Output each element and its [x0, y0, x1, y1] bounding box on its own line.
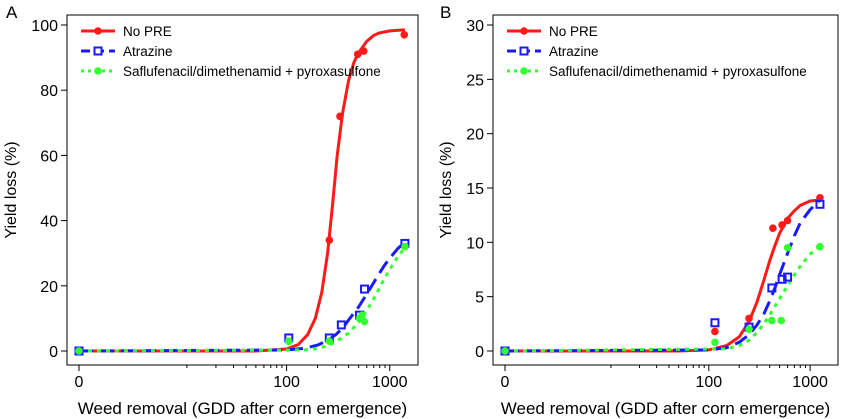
series-line-1 [504, 198, 822, 353]
data-point [359, 47, 368, 55]
legend-marker-0 [520, 27, 528, 35]
y-tick-label: 20 [40, 279, 58, 296]
legend-label-1: Atrazine [549, 44, 599, 59]
y-tick-label: 0 [49, 344, 58, 361]
data-point [353, 50, 362, 59]
data-point [783, 272, 793, 282]
y-tick-label: 30 [466, 18, 484, 35]
data-point [325, 236, 334, 244]
data-point [336, 320, 346, 330]
legend-label-2: Saflufenacil/dimethenamid + pyroxasulfon… [123, 64, 381, 79]
data-point [745, 325, 753, 334]
y-tick-label: 80 [40, 83, 58, 100]
data-point [401, 242, 409, 251]
data-point [815, 199, 825, 209]
y-tick-label: 15 [466, 181, 484, 198]
x-tick-label: 0 [75, 374, 84, 391]
data-point [768, 316, 776, 325]
data-point [400, 30, 409, 39]
data-point [360, 317, 369, 326]
y-tick-label: 5 [475, 290, 484, 307]
y-tick-label: 25 [466, 72, 484, 89]
legend-label-0: No PRE [549, 24, 598, 39]
data-point [501, 347, 509, 355]
panel-label: A [6, 3, 18, 22]
x-tick-label: 100 [273, 374, 300, 391]
series-line-0 [505, 198, 821, 353]
y-tick-label: 20 [466, 127, 484, 144]
y-tick-label: 10 [466, 235, 484, 252]
x-tick-label: 0 [501, 374, 510, 391]
y-axis-label: Yield loss (%) [3, 141, 20, 238]
x-tick-label: 1000 [792, 374, 828, 391]
x-tick-label: 1000 [372, 374, 408, 391]
legend-marker-0 [94, 27, 102, 35]
data-point [777, 316, 786, 325]
series-line-1 [78, 241, 406, 353]
panel-label: B [440, 3, 451, 22]
data-point [710, 318, 720, 328]
y-tick-label: 60 [40, 148, 58, 165]
data-point [75, 347, 83, 355]
y-tick-label: 0 [475, 344, 484, 361]
legend: No PRE Atrazine Saflufenacil/dimethenamid … [81, 24, 381, 79]
y-tick-label: 100 [31, 18, 58, 35]
data-point [816, 193, 824, 202]
x-tick-label: 100 [695, 374, 722, 391]
data-point [745, 314, 753, 323]
legend-label-0: No PRE [123, 24, 172, 39]
data-point [783, 216, 792, 225]
plot-frame [492, 14, 839, 366]
data-point [325, 337, 334, 346]
legend-label-1: Atrazine [123, 44, 173, 59]
x-axis-label: Weed removal (GDD after corn emergence) [501, 399, 830, 418]
y-axis-label: Yield loss (%) [438, 141, 455, 238]
legend-marker-1 [93, 46, 103, 56]
data-point [767, 283, 777, 293]
data-point [778, 221, 786, 229]
x-axis-label: Weed removal (GDD after corn emergence) [78, 399, 407, 418]
legend-marker-2 [520, 67, 528, 75]
data-point [777, 274, 787, 284]
plot-frame [66, 14, 419, 366]
legend-marker-2 [94, 67, 102, 75]
data-point [783, 243, 792, 252]
data-point [711, 338, 719, 347]
data-point [284, 337, 293, 346]
y-tick-label: 40 [40, 214, 58, 231]
data-point [769, 224, 777, 233]
series-line-0 [79, 28, 405, 353]
series-line-2 [504, 244, 821, 353]
data-point [711, 327, 719, 336]
data-point [358, 311, 366, 319]
data-point [816, 242, 824, 251]
data-point [336, 112, 344, 121]
legend-marker-1 [519, 46, 529, 56]
data-point [360, 284, 370, 294]
panel-b: B 0 5 10 15 20 25 30 0 100 1000 Weed removal (GDD a… [438, 3, 839, 418]
legend: No PRE Atrazine Saflufenacil/dimethenamid … [507, 24, 807, 79]
series-line-2 [78, 246, 407, 353]
legend-label-2: Saflufenacil/dimethenamid + pyroxasulfon… [549, 64, 807, 79]
